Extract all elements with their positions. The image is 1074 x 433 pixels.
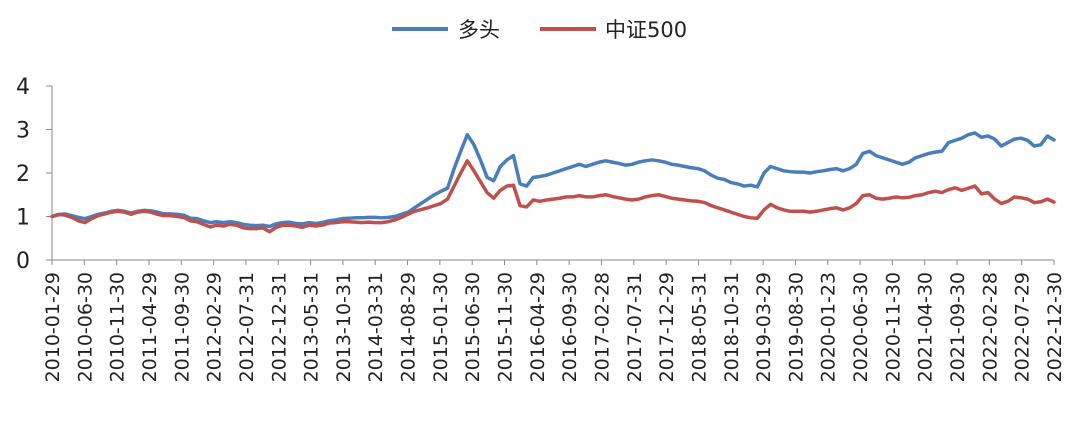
legend: 多头 中证500 — [392, 18, 687, 42]
x-tick-label: 2013-10-31 — [333, 272, 355, 382]
x-tick-label: 2020-01-23 — [818, 272, 840, 382]
x-tick-label: 2018-10-31 — [721, 272, 743, 382]
x-tick-label: 2019-03-29 — [753, 272, 775, 382]
y-tick-label: 2 — [16, 162, 30, 187]
axes: 0 1 2 3 4 2010-01-29 2010-06-30 2010-11-30 2011-… — [16, 75, 1066, 382]
y-tick-label: 0 — [16, 249, 30, 274]
x-tick-label: 2012-02-29 — [204, 272, 226, 382]
x-tick-label: 2011-09-30 — [171, 272, 193, 382]
x-tick-label: 2018-05-31 — [688, 272, 710, 382]
x-tick-label: 2012-12-31 — [268, 272, 290, 382]
x-tick-label: 2012-07-31 — [236, 272, 258, 382]
x-tick-label: 2015-11-30 — [495, 272, 517, 382]
x-tick-label: 2021-04-30 — [915, 272, 937, 382]
x-tick-label: 2013-05-31 — [301, 272, 323, 382]
x-tick-label: 2021-09-30 — [947, 272, 969, 382]
x-tick-label: 2017-02-28 — [591, 272, 613, 382]
x-tick-label: 2015-06-30 — [462, 272, 484, 382]
x-tick-label: 2010-11-30 — [107, 272, 129, 382]
legend-label-series-1: 多头 — [458, 18, 500, 42]
x-tick-label: 2017-07-31 — [624, 272, 646, 382]
x-tick-label: 2020-06-30 — [850, 272, 872, 382]
series-line-2 — [50, 159, 1056, 234]
x-tick-label: 2015-01-30 — [430, 272, 452, 382]
x-tick-label: 2022-12-30 — [1044, 272, 1066, 382]
y-tick-label: 1 — [16, 206, 30, 231]
legend-label-series-2: 中证500 — [605, 18, 687, 42]
y-tick-label: 4 — [16, 75, 30, 100]
x-tick-label: 2019-08-30 — [785, 272, 807, 382]
x-tick-label: 2014-03-31 — [365, 272, 387, 382]
x-tick-label: 2016-04-29 — [527, 272, 549, 382]
x-tick-label: 2014-08-29 — [398, 272, 420, 382]
x-tick-label: 2020-11-30 — [882, 272, 904, 382]
x-tick-label: 2016-09-30 — [559, 272, 581, 382]
series-lines — [50, 131, 1056, 234]
x-tick-label: 2011-04-29 — [139, 272, 161, 382]
x-tick-label: 2010-06-30 — [74, 272, 96, 382]
x-tick-label: 2010-01-29 — [42, 272, 64, 382]
x-tick-label: 2017-12-29 — [656, 272, 678, 382]
y-tick-label: 3 — [16, 119, 30, 144]
x-tick-label: 2022-07-29 — [1012, 272, 1034, 382]
series-line-1 — [50, 131, 1056, 229]
x-tick-label: 2022-02-28 — [979, 272, 1001, 382]
